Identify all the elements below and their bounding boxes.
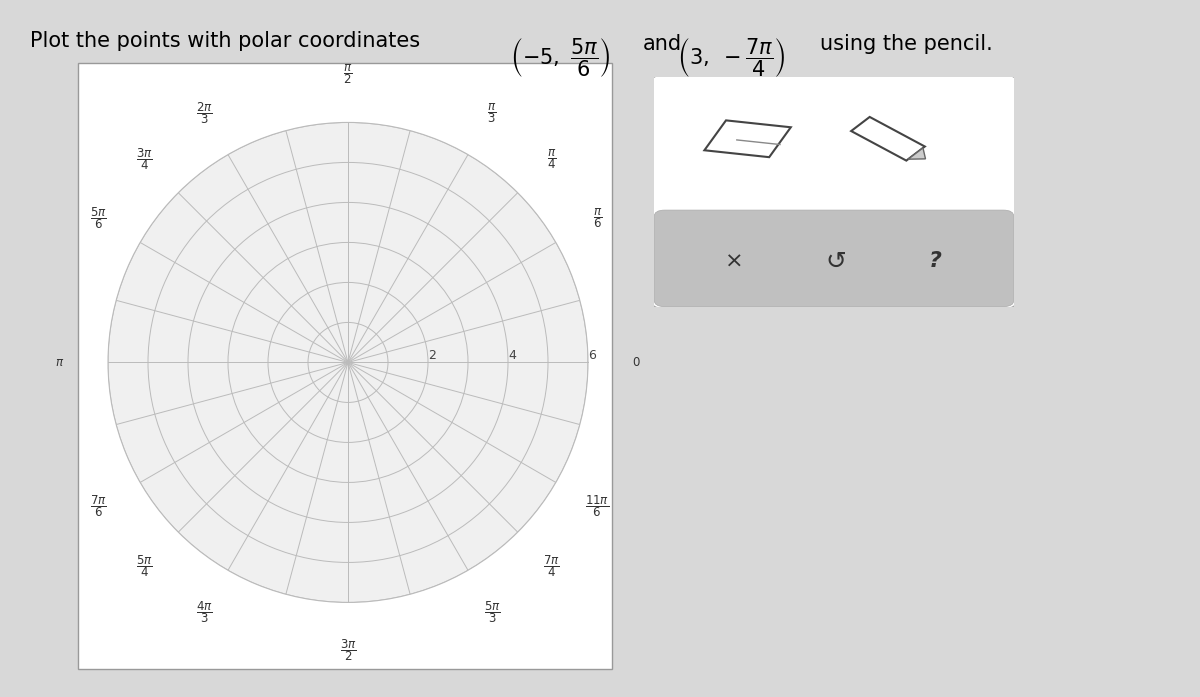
Text: $\dfrac{7\pi}{4}$: $\dfrac{7\pi}{4}$	[544, 553, 560, 579]
Text: ?: ?	[929, 251, 941, 270]
FancyBboxPatch shape	[654, 210, 1014, 307]
Polygon shape	[704, 121, 791, 157]
Text: $\dfrac{\pi}{4}$: $\dfrac{\pi}{4}$	[547, 147, 557, 171]
Text: $\dfrac{\pi}{6}$: $\dfrac{\pi}{6}$	[593, 206, 602, 230]
Text: $\dfrac{7\pi}{6}$: $\dfrac{7\pi}{6}$	[90, 493, 107, 519]
Text: $\dfrac{3\pi}{4}$: $\dfrac{3\pi}{4}$	[136, 146, 152, 171]
Text: $\dfrac{5\pi}{6}$: $\dfrac{5\pi}{6}$	[90, 206, 107, 231]
FancyBboxPatch shape	[78, 63, 612, 669]
Text: $\left(-5,\ \dfrac{5\pi}{6}\right)$: $\left(-5,\ \dfrac{5\pi}{6}\right)$	[510, 36, 611, 79]
Text: $0$: $0$	[631, 356, 641, 369]
Text: $\dfrac{\pi}{3}$: $\dfrac{\pi}{3}$	[487, 101, 497, 125]
Text: $\dfrac{2\pi}{3}$: $\dfrac{2\pi}{3}$	[196, 100, 212, 126]
Text: $\dfrac{\pi}{2}$: $\dfrac{\pi}{2}$	[343, 63, 353, 86]
Text: $\dfrac{5\pi}{4}$: $\dfrac{5\pi}{4}$	[136, 553, 152, 579]
Text: $\circlearrowleft$: $\circlearrowleft$	[821, 249, 847, 273]
Polygon shape	[908, 148, 925, 159]
Text: $\dfrac{4\pi}{3}$: $\dfrac{4\pi}{3}$	[196, 599, 212, 625]
Text: $\dfrac{5\pi}{3}$: $\dfrac{5\pi}{3}$	[484, 599, 500, 625]
Text: and: and	[643, 34, 683, 54]
Text: $\dfrac{11\pi}{6}$: $\dfrac{11\pi}{6}$	[586, 493, 610, 519]
Text: $\dfrac{3\pi}{2}$: $\dfrac{3\pi}{2}$	[340, 638, 356, 664]
Polygon shape	[851, 117, 925, 160]
Text: Plot the points with polar coordinates: Plot the points with polar coordinates	[30, 31, 420, 52]
Text: using the pencil.: using the pencil.	[820, 34, 992, 54]
Text: $\pi$: $\pi$	[55, 356, 65, 369]
FancyBboxPatch shape	[650, 75, 1018, 309]
Text: $\times$: $\times$	[725, 251, 742, 270]
Text: $\left(3,\ -\dfrac{7\pi}{4}\right)$: $\left(3,\ -\dfrac{7\pi}{4}\right)$	[677, 36, 786, 79]
